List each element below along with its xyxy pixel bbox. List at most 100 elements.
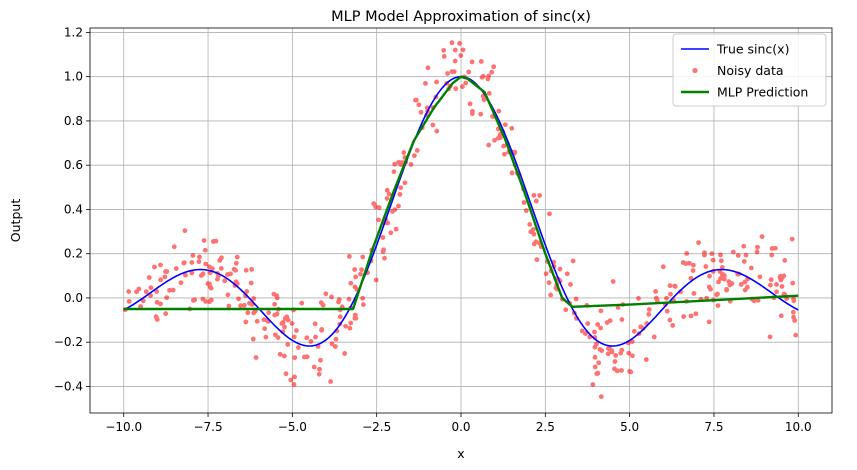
noisy-data-point	[546, 280, 552, 286]
noisy-data-point	[215, 276, 220, 282]
noisy-data-point	[730, 249, 736, 255]
noisy-data-point	[163, 311, 169, 317]
noisy-data-point	[592, 354, 598, 360]
noisy-data-point	[774, 282, 779, 287]
noisy-data-point	[134, 289, 139, 295]
noisy-data-point	[703, 264, 709, 269]
noisy-data-point	[583, 331, 588, 336]
y-tick-label: 1.0	[64, 70, 83, 84]
noisy-data-point	[612, 359, 618, 364]
noisy-data-point	[411, 153, 417, 159]
noisy-data-point	[348, 280, 354, 286]
noisy-data-point	[162, 274, 168, 280]
noisy-data-point	[393, 226, 399, 232]
noisy-data-point	[397, 191, 403, 197]
noisy-data-point	[664, 308, 670, 314]
noisy-data-point	[486, 73, 492, 79]
noisy-data-point	[336, 297, 342, 302]
noisy-data-point	[434, 128, 440, 134]
noisy-data-point	[598, 308, 604, 314]
noisy-data-point	[241, 302, 247, 308]
noisy-data-point	[244, 289, 250, 294]
noisy-data-points	[122, 40, 799, 399]
noisy-data-point	[190, 253, 196, 258]
noisy-data-point	[543, 271, 549, 277]
noisy-data-point	[238, 303, 243, 309]
noisy-data-point	[492, 137, 497, 143]
noisy-data-point	[282, 316, 288, 321]
noisy-data-point	[272, 301, 278, 307]
noisy-data-point	[171, 244, 177, 250]
noisy-data-point	[707, 273, 712, 279]
noisy-data-point	[213, 238, 219, 244]
noisy-data-point	[534, 257, 540, 263]
noisy-data-point	[512, 149, 518, 155]
noisy-data-point	[396, 203, 401, 209]
noisy-data-point	[527, 222, 533, 227]
noisy-data-point	[196, 259, 202, 265]
noisy-data-point	[346, 296, 352, 302]
noisy-data-point	[564, 271, 570, 277]
noisy-data-point	[189, 260, 195, 265]
noisy-data-point	[521, 200, 527, 205]
noisy-data-point	[262, 326, 268, 332]
noisy-data-point	[178, 280, 184, 286]
noisy-data-point	[154, 289, 160, 294]
noisy-data-point	[291, 334, 297, 340]
legend-marker-scatter	[692, 67, 698, 74]
noisy-data-point	[189, 270, 195, 276]
noisy-data-point	[716, 279, 721, 285]
x-tick-label: 10.0	[785, 420, 812, 434]
noisy-data-point	[568, 282, 573, 287]
noisy-data-point	[502, 122, 508, 128]
noisy-data-point	[460, 84, 465, 90]
noisy-data-point	[754, 249, 760, 255]
noisy-data-point	[767, 334, 773, 340]
noisy-data-point	[384, 187, 390, 193]
noisy-data-point	[613, 353, 619, 358]
noisy-data-point	[496, 108, 502, 114]
noisy-data-point	[466, 69, 472, 75]
noisy-data-point	[434, 79, 439, 85]
noisy-data-point	[218, 266, 224, 271]
noisy-data-point	[343, 323, 349, 329]
noisy-data-point	[292, 355, 298, 361]
noisy-data-point	[158, 262, 163, 268]
legend-box	[672, 33, 827, 107]
noisy-data-point	[533, 198, 539, 204]
noisy-data-point	[348, 320, 354, 326]
noisy-data-point	[248, 280, 254, 286]
legend: True sinc(x) Noisy data MLP Prediction	[672, 33, 827, 107]
noisy-data-point	[614, 368, 620, 374]
noisy-data-point	[202, 247, 208, 253]
noisy-data-point	[781, 273, 787, 279]
noisy-data-point	[530, 227, 536, 232]
noisy-data-point	[755, 297, 761, 303]
noisy-data-point	[154, 299, 160, 305]
legend-entry-label: MLP Prediction	[717, 85, 808, 100]
noisy-data-point	[243, 319, 249, 325]
noisy-data-point	[352, 267, 358, 272]
noisy-data-point	[782, 257, 788, 263]
noisy-data-point	[332, 344, 338, 349]
noisy-data-point	[275, 335, 281, 340]
noisy-data-point	[236, 296, 241, 302]
noisy-data-point	[288, 377, 294, 383]
noisy-data-point	[342, 351, 348, 356]
noisy-data-point	[347, 325, 353, 331]
noisy-data-point	[598, 325, 604, 331]
noisy-data-point	[225, 272, 230, 277]
noisy-data-point	[138, 304, 144, 309]
noisy-data-point	[628, 369, 634, 375]
noisy-data-point	[182, 228, 188, 234]
noisy-data-point	[693, 311, 699, 317]
noisy-data-point	[281, 353, 287, 359]
noisy-data-point	[197, 254, 202, 260]
noisy-data-point	[272, 312, 278, 318]
x-tick-label: −7.5	[193, 420, 222, 434]
noisy-data-point	[266, 310, 272, 316]
noisy-data-point	[126, 298, 132, 304]
noisy-data-point	[203, 298, 209, 304]
noisy-data-point	[757, 274, 763, 280]
noisy-data-point	[425, 65, 431, 71]
